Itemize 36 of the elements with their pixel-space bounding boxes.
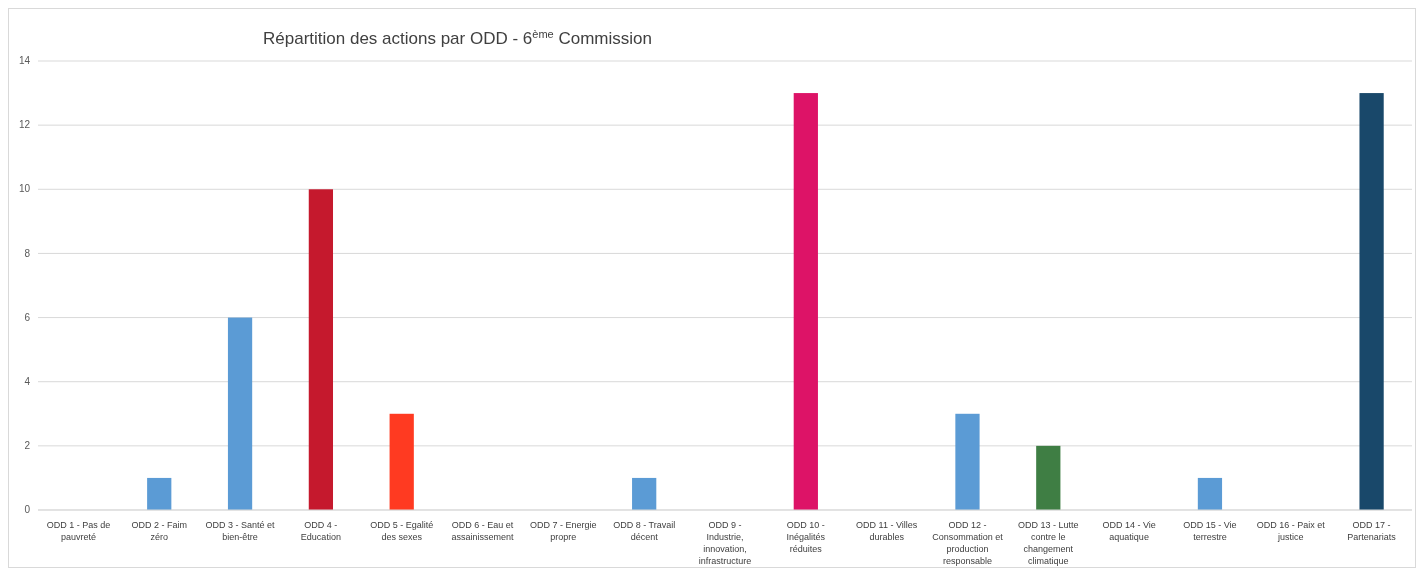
x-tick-label: ODD 17 - Partenariats bbox=[1347, 520, 1397, 542]
y-tick-label: 4 bbox=[24, 375, 31, 387]
x-tick-label: ODD 5 - Egalité des sexes bbox=[370, 520, 434, 542]
y-tick-label: 10 bbox=[18, 183, 31, 195]
x-tick-label: ODD 3 - Santé et bien-être bbox=[205, 520, 276, 542]
x-tick-label: ODD 11 - Villes durables bbox=[856, 520, 918, 542]
y-tick-label: 14 bbox=[18, 55, 31, 67]
x-tick-label: ODD 6 - Eau et assainissement bbox=[451, 520, 515, 542]
x-tick-label: ODD 15 - Vie terrestre bbox=[1183, 520, 1237, 542]
x-tick-label: ODD 1 - Pas de pauvreté bbox=[46, 520, 111, 542]
x-tick-label: ODD 9 - Industrie, innovation, infrastructure bbox=[698, 520, 752, 566]
bar bbox=[1036, 445, 1061, 510]
y-tick-label: 12 bbox=[18, 119, 31, 131]
bar bbox=[308, 189, 334, 510]
y-tick-label: 2 bbox=[24, 440, 31, 452]
x-tick-label: ODD 10 - Inégalités réduites bbox=[786, 520, 826, 554]
y-tick-label: 8 bbox=[24, 247, 31, 259]
bar bbox=[389, 413, 414, 510]
x-tick-label: ODD 2 - Faim zéro bbox=[131, 520, 187, 542]
y-tick-label: 6 bbox=[24, 311, 31, 323]
y-tick-label: 0 bbox=[24, 504, 31, 516]
x-tick-label: ODD 8 - Travail décent bbox=[613, 520, 676, 542]
bar bbox=[1359, 93, 1384, 510]
bar bbox=[1197, 477, 1223, 510]
x-tick-label: ODD 12 - Consommation et production responsable bbox=[932, 520, 1004, 566]
x-tick-label: ODD 14 - Vie aquatique bbox=[1102, 520, 1156, 542]
x-tick-label: ODD 4 - Education bbox=[300, 520, 341, 542]
x-tick-label: ODD 13 - Lutte contre le changement climatique bbox=[1018, 520, 1079, 566]
bar bbox=[793, 93, 818, 510]
bar bbox=[147, 477, 172, 510]
chart-title: Répartition des actions par ODD - 6$^{ème}$ Commission bbox=[263, 28, 652, 48]
x-tick-label: ODD 7 - Energie propre bbox=[530, 520, 597, 542]
bar bbox=[955, 413, 980, 510]
bar bbox=[632, 477, 657, 510]
bar bbox=[227, 317, 253, 510]
x-tick-label: ODD 16 - Paix et justice bbox=[1256, 520, 1326, 542]
